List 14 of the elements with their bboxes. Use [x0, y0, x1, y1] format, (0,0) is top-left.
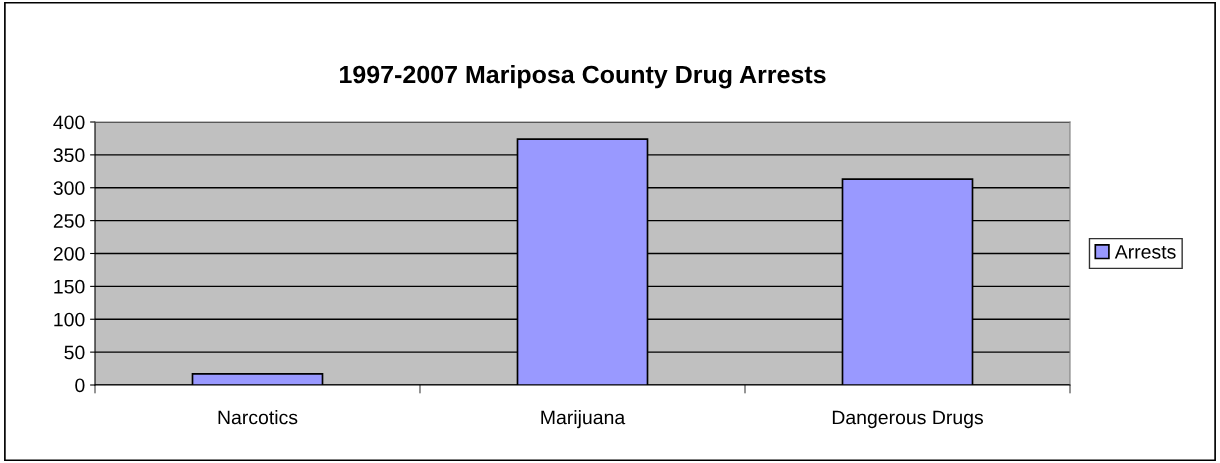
- chart-title: 1997-2007 Mariposa County Drug Arrests: [340, 64, 826, 89]
- y-tick-label: 350: [53, 148, 85, 163]
- y-tick-label: 300: [53, 181, 85, 195]
- y-tick-label: 100: [54, 312, 85, 327]
- x-tick-label: Narcotics: [218, 410, 298, 425]
- y-tick-label: 0: [75, 378, 85, 393]
- x-tick-label: Marijuana: [541, 410, 626, 429]
- x-tick-label: Dangerous Drugs: [832, 410, 983, 429]
- y-tick-label: 200: [53, 246, 85, 261]
- y-tick-label: 150: [54, 279, 85, 294]
- y-tick-label: 400: [53, 115, 85, 130]
- y-tick-label: 250: [53, 214, 85, 228]
- y-tick-label: 50: [64, 345, 85, 360]
- legend-label: Arrests: [1114, 245, 1176, 259]
